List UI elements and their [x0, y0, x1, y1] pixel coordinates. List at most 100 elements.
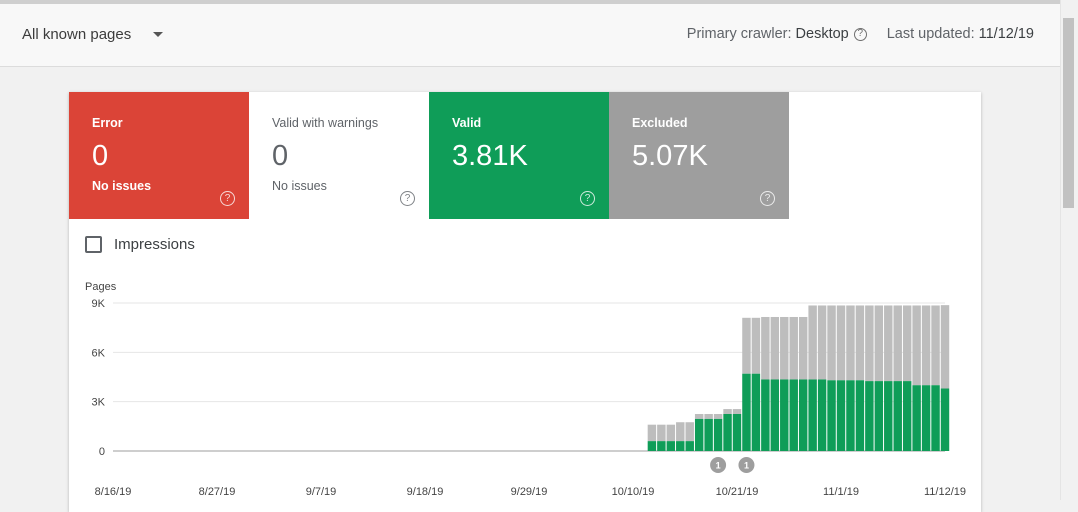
bar-excluded[interactable] — [770, 316, 780, 380]
bar-valid[interactable] — [704, 418, 713, 451]
bar-valid[interactable] — [723, 414, 732, 451]
bar-excluded[interactable] — [761, 316, 770, 380]
report-header: All known pages Primary crawler: Desktop… — [0, 4, 1060, 67]
excluded-label: Excluded — [632, 116, 688, 130]
bar-valid[interactable] — [742, 373, 751, 451]
bar-excluded[interactable] — [893, 305, 902, 382]
bar-excluded[interactable] — [751, 317, 761, 374]
bar-excluded[interactable] — [657, 424, 666, 442]
help-icon[interactable]: ? — [853, 27, 867, 41]
updated-label: Last updated: — [886, 26, 975, 42]
bar-excluded[interactable] — [780, 316, 789, 380]
bar-valid[interactable] — [732, 414, 742, 451]
bar-valid[interactable] — [676, 441, 685, 451]
help-icon[interactable]: ? — [580, 191, 595, 206]
bar-valid[interactable] — [761, 379, 770, 451]
bar-valid[interactable] — [912, 385, 921, 451]
bar-valid[interactable] — [902, 381, 912, 451]
excluded-count: 5.07K — [632, 140, 708, 172]
x-tick-label: 8/16/19 — [95, 486, 132, 498]
report-meta: Primary crawler: Desktop ? Last updated:… — [687, 26, 1034, 42]
bar-excluded[interactable] — [685, 422, 694, 442]
bar-excluded[interactable] — [855, 305, 865, 381]
bar-valid[interactable] — [789, 379, 798, 451]
bar-valid[interactable] — [817, 379, 827, 451]
bar-excluded[interactable] — [666, 424, 676, 442]
bar-valid[interactable] — [713, 418, 723, 451]
scrollbar-thumb[interactable] — [1063, 18, 1074, 208]
bar-excluded[interactable] — [647, 424, 657, 442]
bar-valid[interactable] — [751, 373, 761, 451]
bar-excluded[interactable] — [836, 305, 846, 381]
bar-valid[interactable] — [855, 380, 865, 451]
bar-valid[interactable] — [921, 385, 931, 451]
crawler-label: Primary crawler: — [686, 26, 792, 42]
error-tile[interactable]: Error 0 No issues ? — [69, 92, 249, 219]
bar-valid[interactable] — [865, 381, 874, 451]
pages-filter-label: All known pages — [22, 26, 132, 43]
bar-valid[interactable] — [874, 381, 884, 451]
valid-tile[interactable]: Valid 3.81K ? — [429, 92, 609, 219]
bar-excluded[interactable] — [874, 305, 884, 382]
excluded-tile[interactable]: Excluded 5.07K ? — [609, 92, 789, 219]
bar-valid[interactable] — [647, 441, 657, 451]
impressions-toggle[interactable]: Impressions — [85, 236, 195, 253]
bar-valid[interactable] — [827, 380, 836, 451]
pages-filter-dropdown[interactable]: All known pages — [22, 26, 164, 43]
annotation-marker[interactable] — [710, 457, 727, 473]
x-tick-label: 11/1/19 — [823, 486, 859, 498]
chart-bars — [647, 305, 950, 451]
coverage-chart[interactable]: Pages 0 3K 6K 9K 8/16/19 8/27/19 9/7/19 9/18/19… — [69, 92, 981, 512]
bar-excluded[interactable] — [827, 305, 836, 381]
bar-excluded[interactable] — [817, 305, 827, 380]
y-axis-label: Pages — [85, 281, 117, 293]
bar-valid[interactable] — [846, 380, 855, 451]
warnings-sub: No issues — [272, 179, 327, 193]
bar-valid[interactable] — [836, 380, 846, 451]
bar-valid[interactable] — [780, 379, 789, 451]
bar-valid[interactable] — [685, 441, 694, 451]
bar-valid[interactable] — [798, 379, 808, 451]
bar-excluded[interactable] — [723, 409, 732, 414]
bar-valid[interactable] — [770, 379, 780, 451]
crawler-value: Desktop — [795, 26, 849, 42]
warnings-tile[interactable]: Valid with warnings 0 No issues ? — [249, 92, 429, 219]
bar-excluded[interactable] — [789, 316, 798, 380]
bar-valid[interactable] — [657, 441, 666, 451]
bar-excluded[interactable] — [921, 305, 931, 386]
x-tick-label: 10/21/19 — [716, 486, 759, 498]
bar-excluded[interactable] — [940, 305, 950, 389]
x-tick-label: 9/7/19 — [306, 486, 337, 498]
help-icon[interactable]: ? — [400, 191, 415, 206]
y-tick-label: 9K — [92, 298, 106, 310]
bar-valid[interactable] — [808, 379, 817, 451]
bar-excluded[interactable] — [704, 414, 713, 419]
bar-excluded[interactable] — [884, 305, 893, 382]
bar-excluded[interactable] — [798, 316, 808, 380]
bar-excluded[interactable] — [846, 305, 855, 381]
bar-excluded[interactable] — [902, 305, 912, 382]
bar-valid[interactable] — [893, 381, 902, 451]
bar-excluded[interactable] — [912, 305, 921, 386]
bar-valid[interactable] — [694, 418, 704, 451]
bar-excluded[interactable] — [808, 305, 817, 380]
bar-valid[interactable] — [884, 381, 893, 451]
bar-valid[interactable] — [666, 441, 676, 451]
bar-excluded[interactable] — [694, 414, 704, 419]
annotation-marker[interactable] — [738, 457, 755, 473]
x-tick-label: 10/10/19 — [612, 486, 655, 498]
bar-excluded[interactable] — [931, 305, 940, 386]
impressions-checkbox[interactable] — [85, 236, 102, 253]
bar-excluded[interactable] — [865, 305, 874, 382]
bar-valid[interactable] — [940, 388, 950, 451]
bar-excluded[interactable] — [713, 414, 723, 419]
x-tick-label: 9/18/19 — [407, 486, 444, 498]
bar-valid[interactable] — [931, 385, 940, 451]
annotation-label: 1 — [716, 461, 721, 471]
bar-excluded[interactable] — [742, 317, 751, 374]
help-icon[interactable]: ? — [760, 191, 775, 206]
help-icon[interactable]: ? — [220, 191, 235, 206]
bar-excluded[interactable] — [676, 422, 685, 442]
bar-excluded[interactable] — [732, 409, 742, 414]
